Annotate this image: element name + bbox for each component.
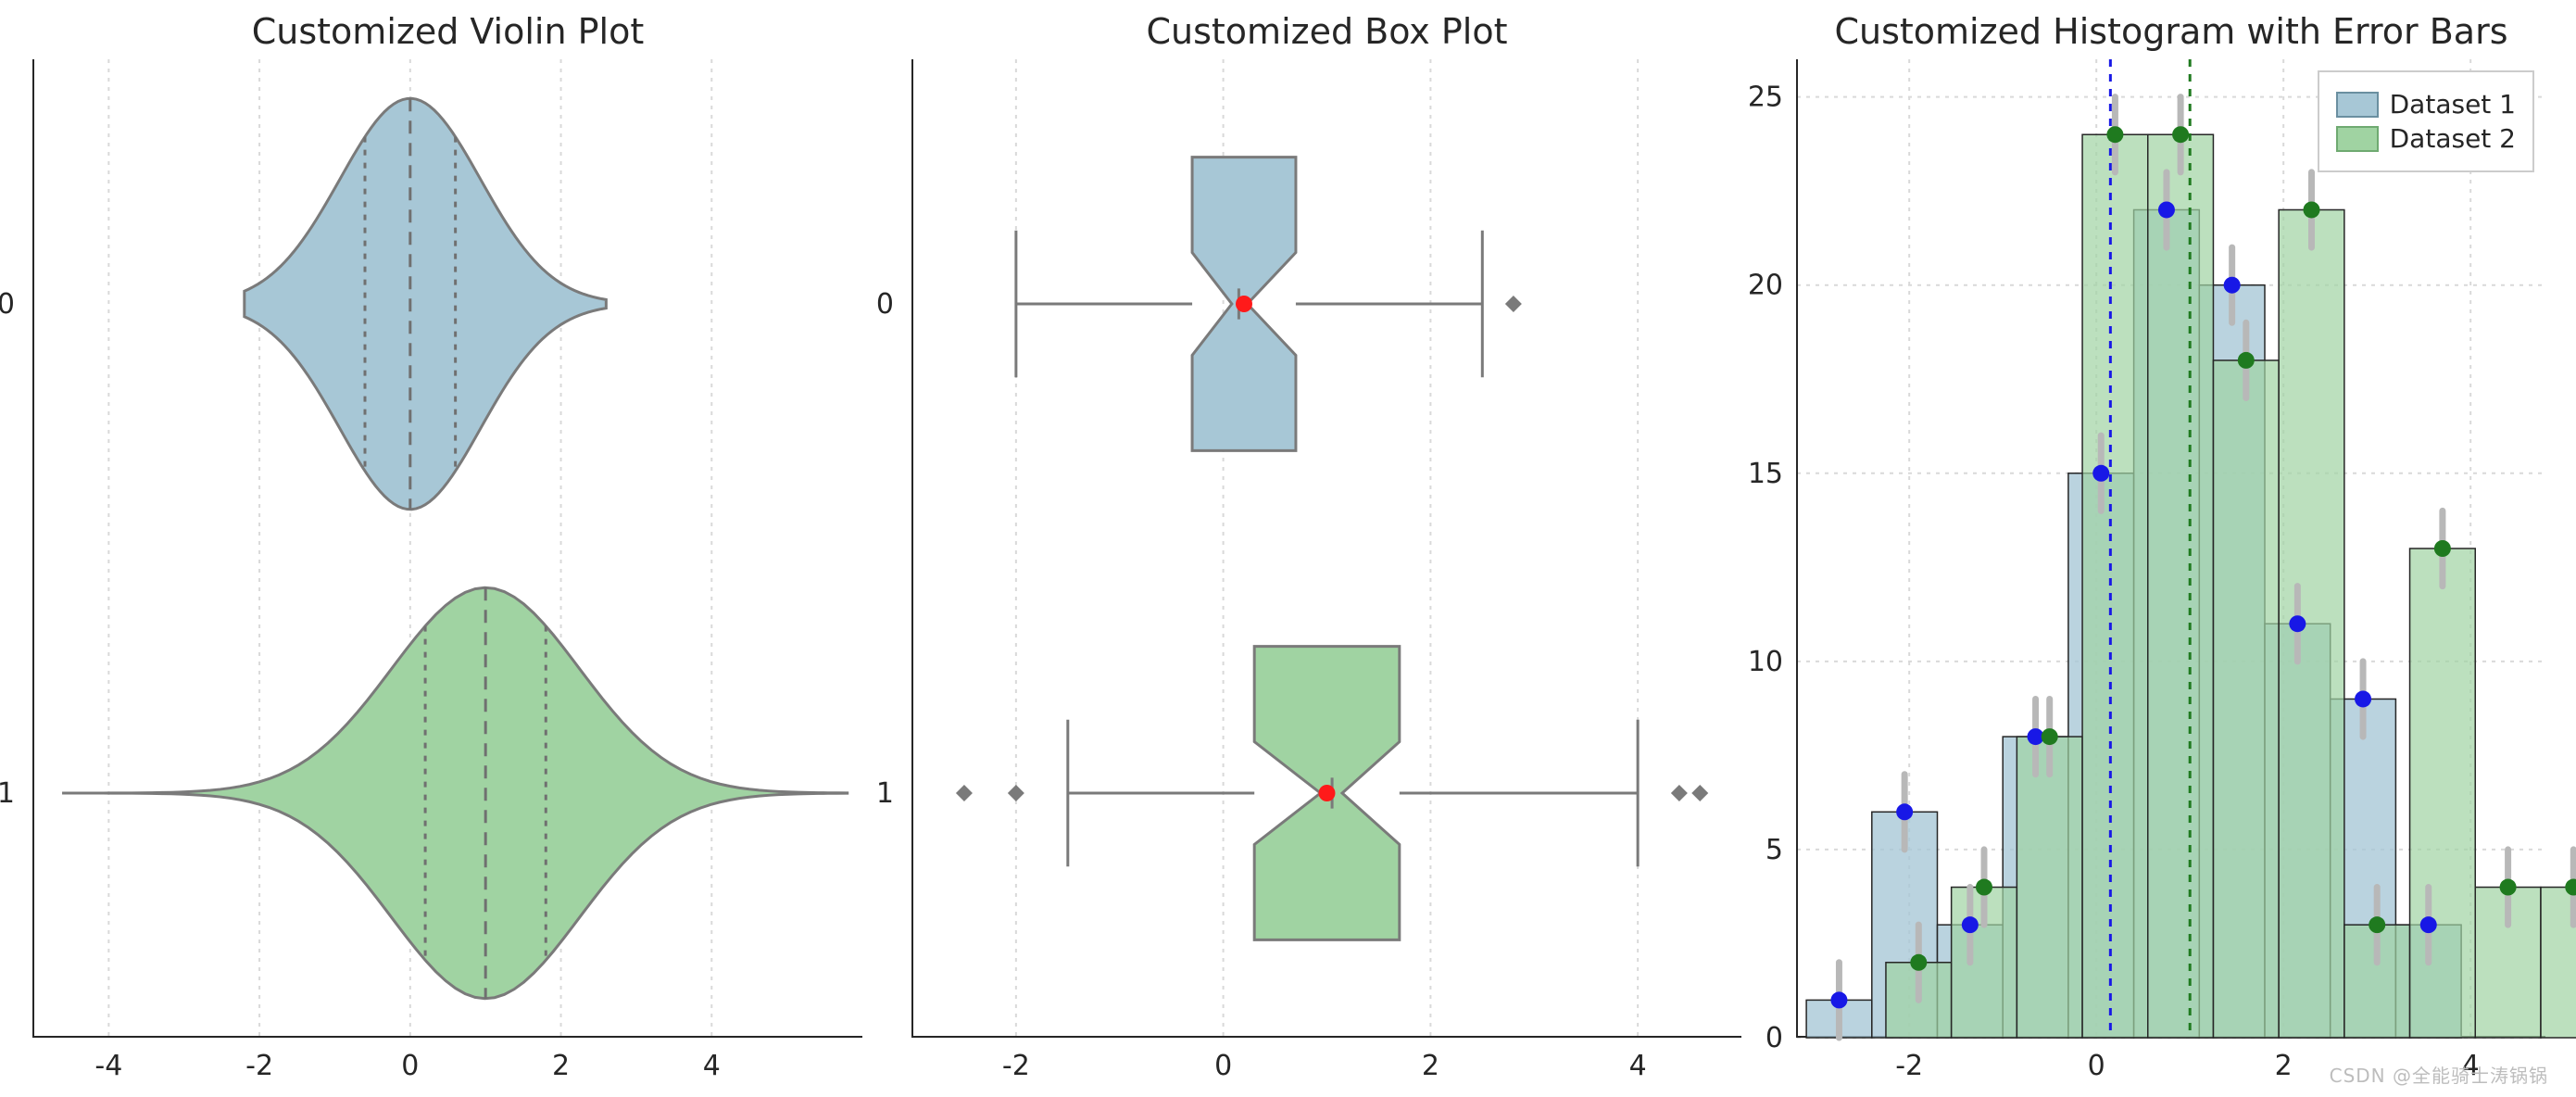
svg-text:15: 15: [1748, 458, 1783, 490]
svg-text:-4: -4: [94, 1050, 122, 1082]
watermark-text: CSDN @全能骑士涛锅锅: [2330, 1061, 2548, 1088]
svg-text:2: 2: [2275, 1050, 2293, 1082]
legend-item: Dataset 1: [2336, 89, 2516, 120]
violin-plot-panel: Customized Violin Plot -4-202401: [33, 59, 862, 1038]
svg-text:0: 0: [1766, 1022, 1783, 1054]
box-svg: -202401: [912, 59, 1741, 1093]
svg-text:10: 10: [1748, 646, 1783, 678]
histogram-title: Customized Histogram with Error Bars: [1797, 11, 2545, 52]
legend-swatch: [2336, 126, 2379, 152]
violin-svg: -4-202401: [33, 59, 862, 1093]
svg-text:2: 2: [1422, 1050, 1439, 1082]
box-title: Customized Box Plot: [912, 11, 1741, 52]
svg-text:5: 5: [1766, 834, 1783, 866]
legend-label: Dataset 2: [2390, 123, 2516, 154]
svg-text:2: 2: [552, 1050, 570, 1082]
svg-text:1: 1: [0, 777, 15, 810]
svg-text:4: 4: [1629, 1050, 1647, 1082]
violin-title: Customized Violin Plot: [33, 11, 862, 52]
figure: Customized Violin Plot -4-202401 Customi…: [0, 0, 2576, 1093]
box-plot-panel: Customized Box Plot -202401: [912, 59, 1741, 1038]
svg-text:0: 0: [401, 1050, 419, 1082]
legend-label: Dataset 1: [2390, 89, 2516, 120]
svg-text:0: 0: [876, 288, 894, 321]
svg-text:-2: -2: [1002, 1050, 1030, 1082]
svg-text:0: 0: [2088, 1050, 2105, 1082]
svg-text:20: 20: [1748, 270, 1783, 302]
svg-text:0: 0: [1214, 1050, 1232, 1082]
svg-text:-2: -2: [1895, 1050, 1923, 1082]
histogram-svg: -20240510152025: [1797, 59, 2545, 1093]
svg-text:4: 4: [703, 1050, 721, 1082]
svg-text:-2: -2: [245, 1050, 273, 1082]
svg-text:25: 25: [1748, 82, 1783, 114]
svg-text:0: 0: [0, 288, 15, 321]
legend-item: Dataset 2: [2336, 123, 2516, 154]
histogram-legend: Dataset 1Dataset 2: [2318, 70, 2534, 172]
histogram-panel: Customized Histogram with Error Bars -20…: [1797, 59, 2545, 1038]
legend-swatch: [2336, 92, 2379, 118]
svg-text:1: 1: [876, 777, 894, 810]
